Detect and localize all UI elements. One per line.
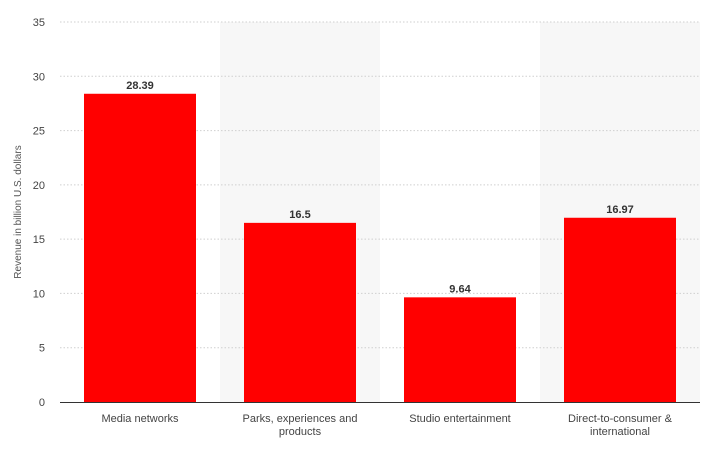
- bar: [404, 297, 516, 402]
- y-axis-ticks: 0 5 10 15 20 25 30 35: [33, 17, 45, 409]
- y-tick-label: 15: [33, 234, 45, 246]
- bar: [244, 222, 356, 402]
- y-tick-label: 10: [33, 288, 45, 300]
- data-labels: 28.39 16.5 9.64 16.97: [126, 80, 634, 296]
- data-label: 28.39: [126, 80, 154, 92]
- y-tick-label: 0: [39, 397, 45, 409]
- x-axis-labels: Media networks Parks, experiences and prod…: [101, 413, 672, 438]
- data-label: 16.5: [289, 209, 310, 221]
- bar: [564, 217, 676, 402]
- y-tick-label: 5: [39, 343, 45, 355]
- y-tick-label: 30: [33, 71, 45, 83]
- x-tick-label: Parks, experiences and products: [243, 413, 358, 438]
- x-tick-label: Media networks: [101, 413, 179, 425]
- bars: [84, 93, 676, 402]
- y-axis-title: Revenue in billion U.S. dollars: [13, 145, 24, 278]
- data-label: 16.97: [606, 204, 634, 216]
- bar: [84, 93, 196, 402]
- x-tick-label: Direct-to-consumer & international: [568, 413, 673, 438]
- x-tick-label: Studio entertainment: [409, 413, 511, 425]
- y-tick-label: 25: [33, 126, 45, 138]
- y-tick-label: 20: [33, 180, 45, 192]
- data-label: 9.64: [449, 283, 471, 295]
- y-tick-label: 35: [33, 17, 45, 29]
